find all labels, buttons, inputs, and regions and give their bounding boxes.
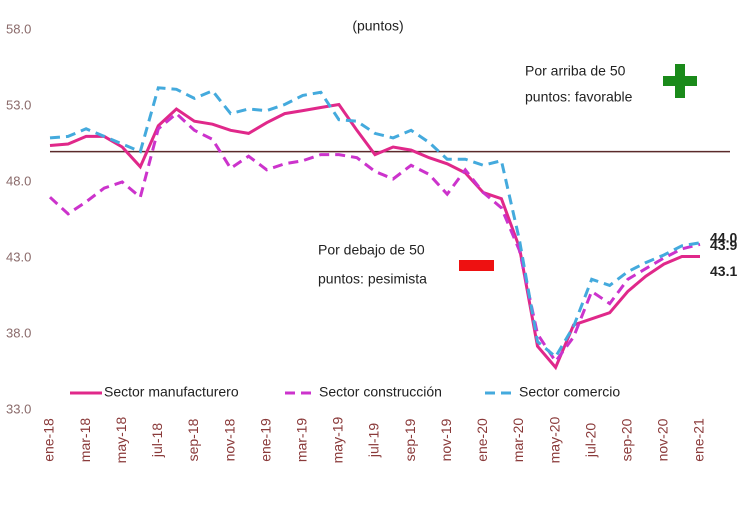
value-label: 43.1 bbox=[710, 263, 737, 279]
y-tick-label: 38.0 bbox=[6, 325, 31, 340]
x-tick-label: ene-18 bbox=[41, 418, 57, 462]
series-line bbox=[49, 86, 701, 360]
annotation: puntos: pesimista bbox=[318, 271, 427, 287]
x-tick-label: nov-20 bbox=[655, 418, 671, 461]
series-line bbox=[48, 111, 701, 365]
minus-icon bbox=[459, 260, 494, 271]
y-tick-label: 48.0 bbox=[6, 173, 31, 188]
annotation: puntos: favorable bbox=[525, 89, 633, 105]
series-line bbox=[49, 102, 700, 371]
x-tick-label: sep-18 bbox=[185, 418, 201, 461]
x-tick-label: ene-21 bbox=[691, 418, 707, 462]
x-tick-label: ene-20 bbox=[474, 418, 490, 462]
x-tick-label: may-20 bbox=[546, 416, 562, 463]
x-tick-label: jul-18 bbox=[149, 423, 165, 458]
x-tick-label: sep-20 bbox=[618, 418, 634, 461]
x-tick-label: mar-20 bbox=[510, 418, 526, 463]
value-label: 44.0 bbox=[710, 230, 737, 246]
legend-label: Sector comercio bbox=[519, 384, 620, 400]
x-tick-label: may-18 bbox=[113, 416, 129, 463]
x-tick-label: sep-19 bbox=[402, 418, 418, 461]
x-tick-label: jul-20 bbox=[582, 423, 598, 458]
legend-label: Sector manufacturero bbox=[104, 384, 239, 400]
subtitle: (puntos) bbox=[352, 18, 403, 34]
y-tick-label: 53.0 bbox=[6, 97, 31, 112]
x-tick-label: nov-18 bbox=[221, 418, 237, 461]
x-tick-label: nov-19 bbox=[438, 418, 454, 461]
legend-label: Sector construcción bbox=[319, 384, 442, 400]
value-label: 43.9 bbox=[710, 237, 737, 253]
y-tick-label: 43.0 bbox=[6, 249, 31, 264]
x-tick-label: ene-19 bbox=[257, 418, 273, 462]
plus-icon bbox=[663, 64, 697, 98]
x-tick-label: jul-19 bbox=[366, 423, 382, 458]
x-tick-label: may-19 bbox=[330, 416, 346, 463]
x-tick-label: mar-18 bbox=[77, 418, 93, 463]
annotation: Por arriba de 50 bbox=[525, 63, 626, 79]
y-tick-label: 58.0 bbox=[6, 21, 31, 36]
annotation: Por debajo de 50 bbox=[318, 242, 425, 258]
y-tick-label: 33.0 bbox=[6, 401, 31, 416]
x-tick-label: mar-19 bbox=[293, 418, 309, 463]
